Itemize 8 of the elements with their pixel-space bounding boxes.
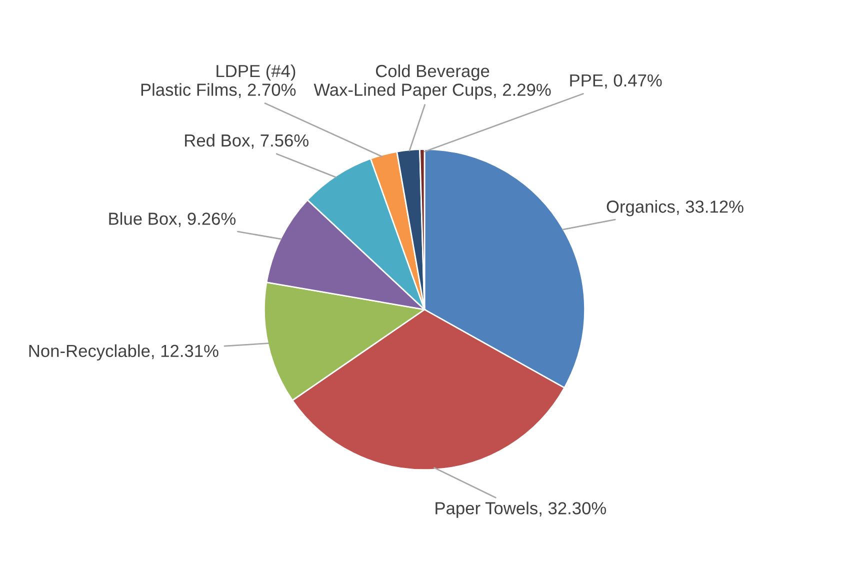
slice-label: Non-Recyclable, 12.31% xyxy=(29,344,218,361)
slice-label: Blue Box, 9.26% xyxy=(109,212,236,227)
slice-label: Red Box, 7.56% xyxy=(185,134,308,149)
slice-label: Organics, 33.12% xyxy=(606,200,744,216)
slice-label: Paper Towels, 32.30% xyxy=(436,502,606,518)
slice-label: PPE, 0.47% xyxy=(570,74,662,89)
slice-label: LDPE (#4) Plastic Films, 2.70% xyxy=(141,64,296,98)
slice-label: Cold Beverage Wax-Lined Paper Cups, 2.29% xyxy=(314,64,551,100)
